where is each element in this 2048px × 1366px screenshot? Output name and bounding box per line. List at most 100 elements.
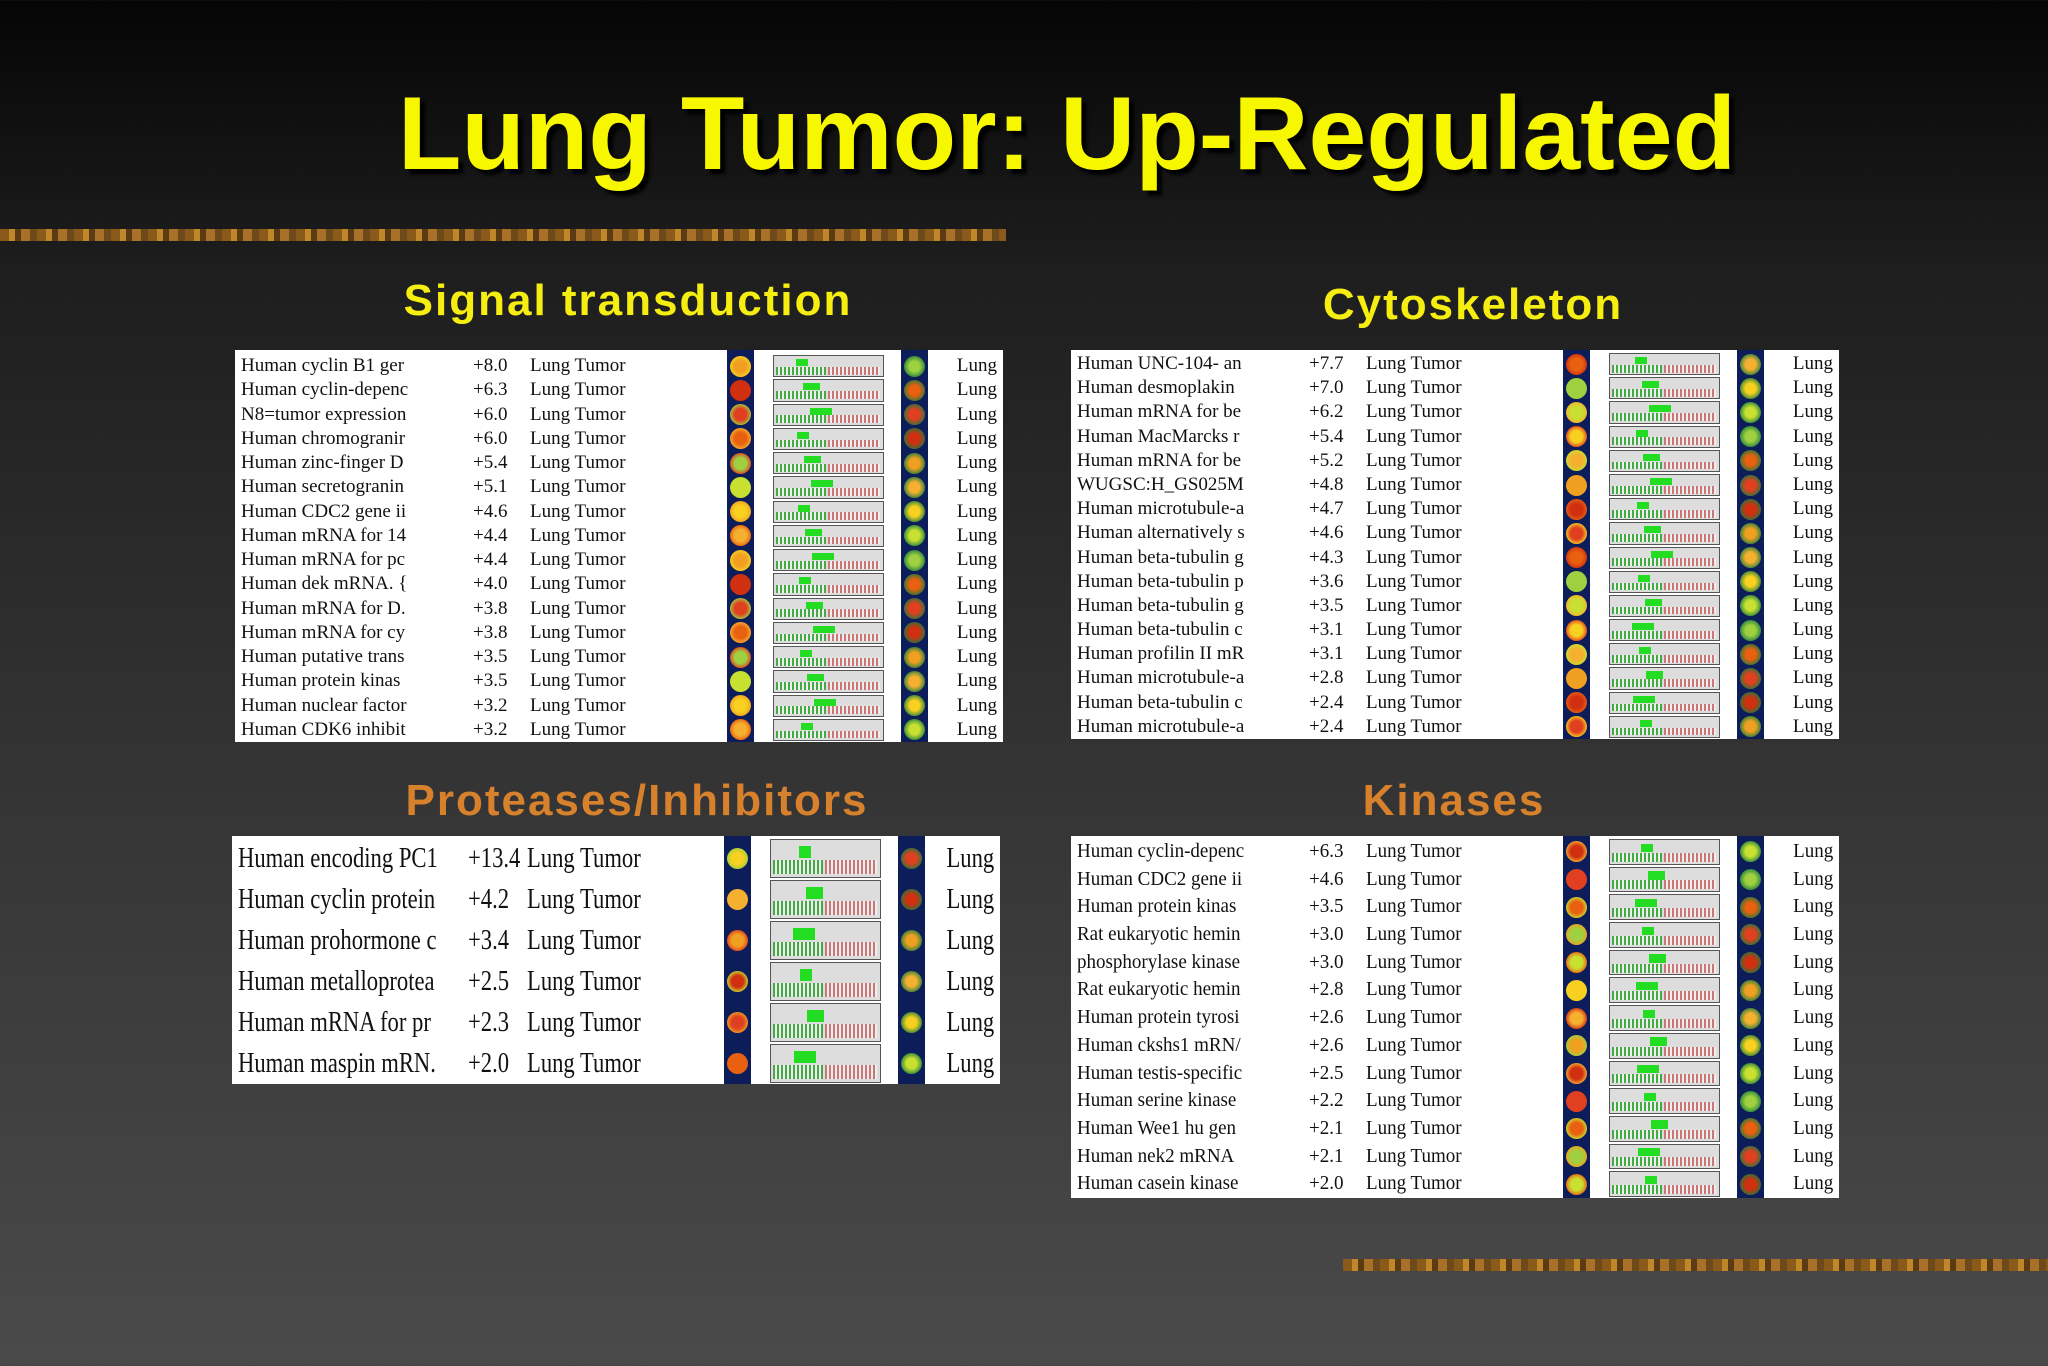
slide-title: Lung Tumor: Up-Regulated (397, 76, 1737, 192)
glyph-green (807, 1009, 824, 1023)
gene-name: Human mRNA for be (1077, 449, 1242, 471)
tissue-label: Lung Tumor (1366, 643, 1462, 665)
tissue-label: Lung Tumor (530, 500, 626, 522)
glyph-stripe (828, 415, 880, 424)
glyph-stripe (773, 860, 823, 875)
spot (1566, 522, 1587, 544)
gene-row: Human mRNA for 14 +4.4 Lung Tumor Lung (235, 524, 1003, 548)
spot (730, 379, 751, 401)
glyph-stripe (1664, 1046, 1716, 1056)
tissue-label: Lung Tumor (1366, 401, 1462, 423)
glyph-green (1637, 502, 1649, 510)
tissue-label: Lung Tumor (530, 524, 626, 546)
spot (1740, 498, 1761, 520)
spot (904, 452, 925, 474)
tissue-short: Lung (1792, 667, 1833, 689)
spot (1566, 1007, 1587, 1029)
glyph-stripe (1664, 1129, 1716, 1139)
glyph-stripe (1664, 461, 1716, 470)
glyph-green (794, 1050, 816, 1064)
expression-glyph (1609, 1005, 1720, 1031)
glyph-green (797, 431, 809, 439)
gene-row: Human chromogranir +6.0 Lung Tumor Lung (235, 427, 1003, 451)
glyph-stripe (1612, 655, 1662, 663)
glyph-green (1641, 843, 1653, 852)
gene-name: Human UNC-104- an (1077, 353, 1242, 374)
fold-change: +3.4 (468, 924, 510, 956)
glyph-green (1636, 429, 1648, 437)
spot-column (1737, 836, 1764, 1198)
spot (1566, 979, 1587, 1001)
fold-change: +3.5 (1309, 594, 1344, 616)
glyph-stripe (1664, 1074, 1716, 1084)
gene-row: Human zinc-finger D +5.4 Lung Tumor Lung (235, 451, 1003, 475)
expression-glyph (1609, 377, 1720, 400)
glyph-stripe (776, 366, 826, 375)
gene-row: Human nuclear factor +3.2 Lung Tumor Lung (235, 694, 1003, 718)
spot-column (1563, 836, 1590, 1198)
tissue-short: Lung (1792, 643, 1833, 665)
glyph-stripe (828, 439, 880, 448)
tissue-short: Lung (1792, 715, 1833, 737)
fold-change: +3.5 (473, 670, 508, 692)
expression-glyph (773, 621, 884, 644)
gene-name: Human prohormone c (238, 924, 437, 956)
spot (730, 549, 751, 571)
gene-row: Human cyclin protein +4.2 Lung Tumor Lung (232, 879, 1000, 920)
gene-name: N8=tumor expression (241, 403, 407, 425)
spot (1740, 924, 1761, 946)
glyph-stripe (828, 512, 880, 521)
spot (901, 1053, 922, 1074)
tissue-short: Lung (1792, 401, 1833, 423)
spot (904, 549, 925, 571)
tissue-short: Lung (956, 549, 997, 570)
glyph-stripe (1612, 606, 1662, 615)
gene-table: Human cyclin-depenc +6.3 Lung Tumor Lung Hum… (1071, 836, 1839, 1198)
tissue-label: Lung Tumor (527, 883, 641, 915)
gene-row: Human mRNA for pr +2.3 Lung Tumor Lung (232, 1002, 1000, 1043)
tissue-label: Lung Tumor (530, 597, 626, 619)
fold-change: +2.0 (1309, 1172, 1344, 1195)
glyph-green (798, 504, 810, 512)
glyph-stripe (776, 657, 826, 666)
glyph-green (1636, 982, 1658, 991)
expression-glyph (1609, 643, 1720, 666)
fold-change: +3.5 (1309, 895, 1344, 918)
tissue-label: Lung Tumor (527, 842, 641, 874)
tissue-short: Lung (946, 883, 994, 915)
gene-name: Human encoding PC1 (238, 842, 438, 874)
gene-row: Human mRNA for pc +4.4 Lung Tumor Lung (235, 548, 1003, 572)
spot (1740, 474, 1761, 496)
expression-glyph (773, 549, 884, 572)
tissue-short: Lung (956, 379, 997, 401)
fold-change: +5.4 (1309, 425, 1344, 447)
spot (727, 971, 748, 992)
gene-name: Human cyclin-depenc (241, 379, 409, 401)
glyph-stripe (1612, 963, 1662, 973)
tissue-label: Lung Tumor (1366, 1172, 1462, 1195)
decor-strip (0, 229, 1006, 241)
tissue-short: Lung (1792, 353, 1833, 374)
expression-glyph (773, 379, 884, 402)
expression-glyph (1609, 1171, 1720, 1197)
tissue-label: Lung Tumor (1366, 715, 1462, 737)
glyph-stripe (825, 901, 877, 916)
expression-glyph (1609, 715, 1720, 738)
expression-glyph (770, 1044, 881, 1083)
spot (1566, 841, 1587, 863)
spot (730, 719, 751, 741)
spot (904, 379, 925, 401)
spot (1740, 716, 1761, 738)
tissue-short: Lung (946, 924, 994, 956)
spot (727, 1053, 748, 1074)
glyph-green (799, 577, 811, 585)
glyph-green (793, 927, 815, 941)
glyph-stripe (828, 706, 880, 715)
fold-change: +6.2 (1309, 401, 1344, 423)
glyph-stripe (776, 730, 826, 739)
tissue-label: Lung Tumor (1366, 840, 1462, 862)
glyph-stripe (828, 463, 880, 472)
expression-glyph (1609, 1115, 1720, 1142)
spot (904, 646, 925, 668)
tissue-label: Lung Tumor (530, 573, 626, 595)
